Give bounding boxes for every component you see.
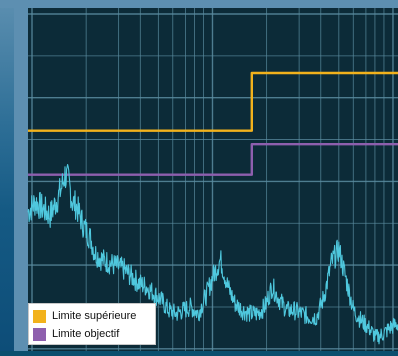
chart-plot [14,8,398,351]
legend-label-upper-limit: Limite supérieure [52,310,137,322]
legend: Limite supérieure Limite objectif [28,303,156,345]
legend-item-upper-limit: Limite supérieure [33,307,151,325]
chart-frame [14,8,398,351]
top-frame-band [0,0,398,8]
legend-item-target-limit: Limite objectif [33,325,151,343]
legend-swatch-upper-limit [33,309,46,323]
legend-label-target-limit: Limite objectif [52,328,120,340]
series-line-target-limit [28,143,398,176]
series-layer [27,71,398,345]
series-line-measurement [27,163,398,345]
chart-left-border [14,8,28,351]
legend-swatch-target-limit [33,327,46,341]
series-line-upper-limit [28,71,398,132]
